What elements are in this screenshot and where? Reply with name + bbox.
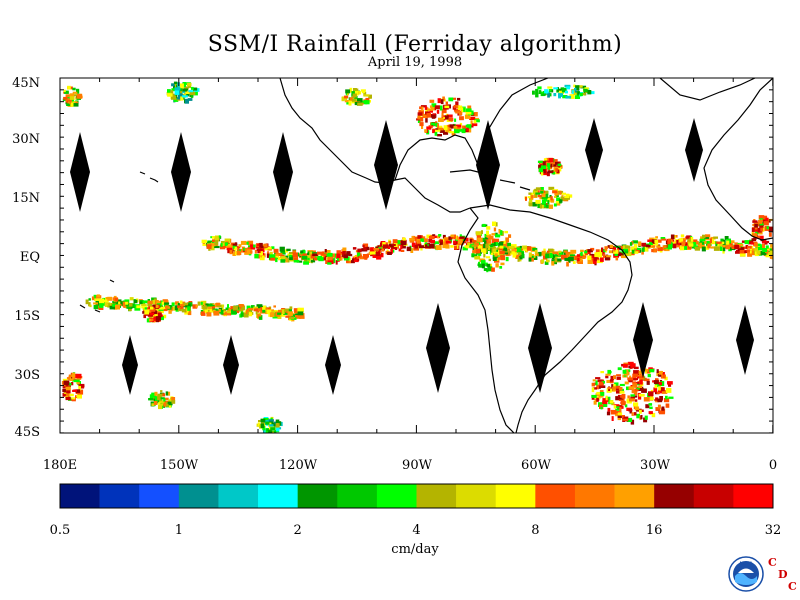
chart-subtitle: April 19, 1998	[367, 55, 463, 70]
lat-label: 45N	[12, 76, 40, 91]
lat-label: 15N	[12, 191, 40, 206]
mask-diamond	[426, 303, 450, 393]
south-america-coast	[457, 204, 633, 433]
colorbar-segment	[337, 484, 378, 508]
colorbar-tick-label: 0.5	[50, 523, 71, 538]
chart-title: SSM/I Rainfall (Ferriday algorithm)	[207, 32, 623, 57]
mask-diamond	[325, 335, 341, 395]
colorbar-segment	[258, 484, 298, 508]
cdc-letter-c2: C	[788, 580, 797, 593]
mask-diamond	[476, 120, 500, 210]
mask-diamond	[171, 132, 191, 212]
colorbar-segment	[693, 484, 734, 508]
mask-diamond	[70, 132, 90, 212]
colorbar-unit-label: cm/day	[391, 542, 439, 557]
colorbar-tick-label: 8	[531, 523, 539, 538]
lat-label: 45S	[15, 425, 40, 440]
logo-text: NOAA	[740, 561, 754, 566]
mask-diamonds	[70, 118, 754, 395]
colorbar-tick-label: 1	[175, 523, 183, 538]
colorbar-segment	[574, 484, 615, 508]
noaa-logo-icon: NOAA	[728, 556, 764, 592]
mask-diamond	[685, 118, 703, 182]
colorbar-segment	[456, 484, 497, 508]
mask-diamond	[736, 305, 754, 375]
coastlines	[79, 78, 773, 433]
north-america-coast	[279, 78, 471, 213]
colorbar-segment	[297, 484, 338, 508]
mask-diamond	[122, 335, 138, 395]
lon-label: 90W	[402, 458, 433, 473]
colorbar: 0.5 1 2 4 8 16 32	[50, 483, 782, 538]
gulf-coast	[394, 134, 479, 181]
greenland-coast	[659, 78, 756, 101]
africa-coast	[703, 78, 773, 241]
colorbar-segment	[60, 484, 100, 508]
lon-label: 150W	[160, 458, 199, 473]
colorbar-segment	[416, 484, 457, 508]
lon-label: 30W	[640, 458, 671, 473]
colorbar-tick-label: 2	[294, 523, 302, 538]
cdc-logo: C D C	[766, 556, 798, 596]
cdc-letter-d: D	[778, 568, 788, 581]
colorbar-segment	[733, 484, 774, 508]
colorbar-segment	[139, 484, 180, 508]
lon-label: 120W	[279, 458, 318, 473]
lon-label: 60W	[521, 458, 552, 473]
map-axes: 45N 30N 15N EQ 15S 30S 45S 180E 150W 120W 90W 60W 30…	[12, 76, 777, 473]
colorbar-segment	[654, 484, 695, 508]
lat-label: 15S	[15, 309, 40, 324]
pacific-islands	[79, 279, 115, 313]
hawaii-islands	[139, 171, 159, 183]
mask-diamond	[273, 132, 293, 212]
lon-label: 180E	[43, 458, 77, 473]
mask-diamond	[223, 335, 239, 395]
colorbar-tick-label: 16	[646, 523, 663, 538]
colorbar-segment	[99, 484, 140, 508]
colorbar-tick-label: 4	[412, 523, 420, 538]
colorbar-tick-label: 32	[765, 523, 782, 538]
colorbar-segment	[178, 484, 219, 508]
mask-diamond	[633, 302, 653, 378]
rainfall-patches	[61, 81, 773, 433]
mask-diamond	[585, 118, 603, 182]
lat-label: EQ	[20, 250, 40, 265]
mask-diamond	[528, 303, 552, 393]
cdc-letter-c1: C	[768, 556, 777, 569]
colorbar-segment	[614, 484, 655, 508]
mask-diamond	[374, 120, 398, 210]
colorbar-segment	[535, 484, 576, 508]
lon-label: 0	[769, 458, 777, 473]
colorbar-segment	[218, 484, 259, 508]
lat-label: 30S	[15, 368, 40, 383]
colorbar-segment	[495, 484, 536, 508]
lat-label: 30N	[12, 132, 40, 147]
colorbar-segment	[376, 484, 417, 508]
